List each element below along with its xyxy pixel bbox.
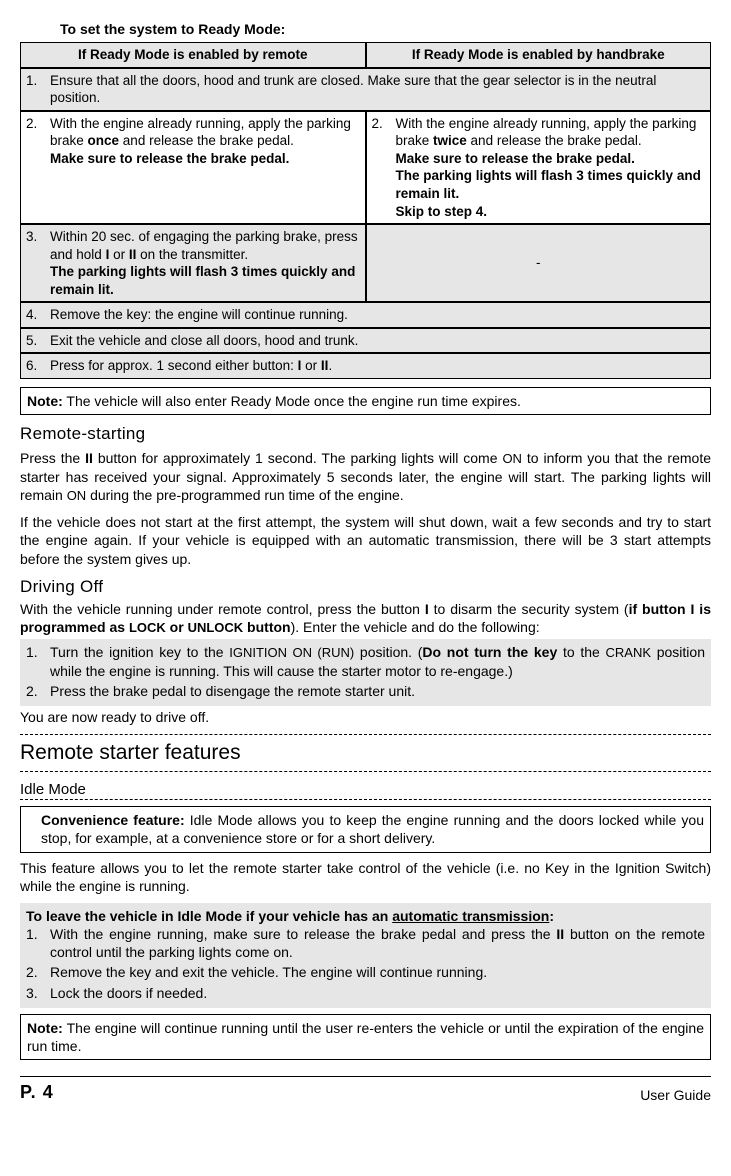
- footer-right: User Guide: [640, 1086, 711, 1104]
- row2l-num: 2.: [26, 115, 50, 168]
- rs-para1: Press the ΙΙ button for approximately 1 …: [20, 449, 711, 505]
- th-remote: If Ready Mode is enabled by remote: [20, 42, 366, 68]
- row4: 4. Remove the key: the engine will conti…: [20, 302, 711, 328]
- do-l1-text: Turn the ignition key to the IGNITION ON…: [50, 643, 705, 680]
- idle-para: This feature allows you to let the remot…: [20, 859, 711, 895]
- row3-left: 3. Within 20 sec. of engaging the parkin…: [20, 224, 366, 302]
- do-after: You are now ready to drive off.: [20, 708, 711, 726]
- ready-mode-heading: To set the system to Ready Mode:: [60, 20, 711, 38]
- page-number: P. 4: [20, 1081, 54, 1104]
- row4-num: 4.: [26, 306, 50, 324]
- row2r-text: With the engine already running, apply t…: [396, 115, 706, 220]
- row3-num: 3.: [26, 228, 50, 298]
- idle-leave-box: To leave the vehicle in Idle Mode if you…: [20, 903, 711, 1008]
- row1-text: Ensure that all the doors, hood and trun…: [50, 72, 705, 107]
- rs-para2: If the vehicle does not start at the fir…: [20, 513, 711, 568]
- row1: 1. Ensure that all the doors, hood and t…: [20, 68, 711, 111]
- row2l-text: With the engine already running, apply t…: [50, 115, 360, 168]
- row3-text: Within 20 sec. of engaging the parking b…: [50, 228, 360, 298]
- idle-l2-num: 2.: [26, 963, 50, 981]
- major-section-box: Remote starter features: [20, 734, 711, 771]
- remote-starting-title: Remote-starting: [20, 423, 711, 445]
- idle-l3-num: 3.: [26, 984, 50, 1002]
- ready-mode-table: If Ready Mode is enabled by remote If Re…: [20, 42, 711, 379]
- note-box-1: Note: The vehicle will also enter Ready …: [20, 387, 711, 415]
- idle-l1-text: With the engine running, make sure to re…: [50, 925, 705, 961]
- row2r-num: 2.: [372, 115, 396, 220]
- th-handbrake: If Ready Mode is enabled by handbrake: [366, 42, 712, 68]
- major-title: Remote starter features: [20, 739, 711, 766]
- row2-right: 2. With the engine already running, appl…: [366, 111, 712, 224]
- row5-num: 5.: [26, 332, 50, 350]
- do-l2-num: 2.: [26, 682, 50, 700]
- idle-leave-heading: To leave the vehicle in Idle Mode if you…: [26, 907, 705, 925]
- row2-left: 2. With the engine already running, appl…: [20, 111, 366, 224]
- idle-l1-num: 1.: [26, 925, 50, 961]
- note-box-2: Note: The engine will continue running u…: [20, 1014, 711, 1060]
- page-footer: P. 4 User Guide: [20, 1076, 711, 1104]
- idle-convenience-box: Convenience feature: Idle Mode allows yo…: [20, 806, 711, 852]
- do-list: 1. Turn the ignition key to the IGNITION…: [20, 639, 711, 706]
- row6: 6. Press for approx. 1 second either but…: [20, 353, 711, 379]
- row3-right: -: [366, 224, 712, 302]
- idle-l3-text: Lock the doors if needed.: [50, 984, 705, 1002]
- idle-mode-title: Idle Mode: [20, 780, 711, 801]
- row5: 5. Exit the vehicle and close all doors,…: [20, 328, 711, 354]
- do-l1-num: 1.: [26, 643, 50, 680]
- do-intro: With the vehicle running under remote co…: [20, 600, 711, 637]
- row5-text: Exit the vehicle and close all doors, ho…: [50, 332, 705, 350]
- idle-l2-text: Remove the key and exit the vehicle. The…: [50, 963, 705, 981]
- do-l2-text: Press the brake pedal to disengage the r…: [50, 682, 705, 700]
- row6-text: Press for approx. 1 second either button…: [50, 357, 705, 375]
- row6-num: 6.: [26, 357, 50, 375]
- driving-off-title: Driving Off: [20, 576, 711, 598]
- row1-num: 1.: [26, 72, 50, 107]
- row4-text: Remove the key: the engine will continue…: [50, 306, 705, 324]
